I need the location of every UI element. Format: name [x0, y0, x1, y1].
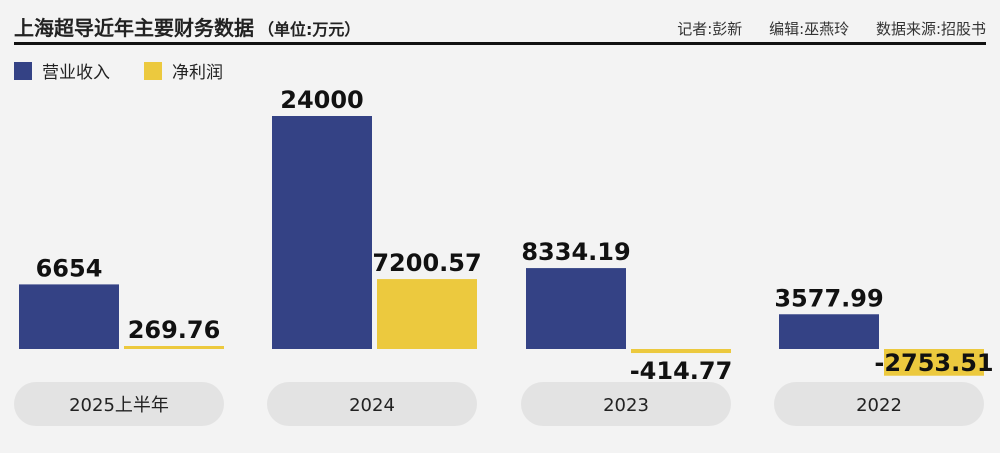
- legend-swatch-profit: [144, 61, 162, 80]
- legend-item-profit: 净利润: [144, 58, 223, 83]
- chart-header: 上海超导近年主要财务数据 （单位:万元） 记者:彭新 编辑:巫燕玲 数据来源:招股…: [0, 0, 1000, 45]
- category-pill-3: [774, 382, 984, 426]
- category-pill-0: [14, 382, 224, 426]
- data-label-profit-2: -414.77: [630, 357, 733, 385]
- bar-profit-2: [631, 349, 731, 354]
- source-credit: 数据来源:招股书: [875, 20, 986, 38]
- data-label-profit-1: 7200.57: [372, 249, 481, 277]
- bar-revenue-1: [272, 116, 372, 349]
- bar-profit-0: [124, 346, 224, 349]
- chart-title-text: 上海超导近年主要财务数据: [14, 16, 254, 40]
- legend-label-revenue: 营业收入: [42, 63, 110, 83]
- title-rule: [14, 42, 986, 45]
- bar-profit-3: [884, 349, 984, 376]
- bar-revenue-2: [526, 268, 626, 349]
- bar-revenue-0: [19, 284, 119, 349]
- data-label-revenue-2: 8334.19: [521, 238, 630, 266]
- reporter-credit: 记者:彭新: [677, 20, 743, 38]
- credits: 记者:彭新 编辑:巫燕玲 数据来源:招股书: [655, 18, 986, 39]
- bar-revenue-3: [779, 314, 879, 349]
- bar-profit-1: [377, 279, 477, 349]
- legend: 营业收入 净利润: [14, 58, 257, 83]
- legend-swatch-revenue: [14, 61, 32, 80]
- category-label-0: 2025上半年: [69, 395, 169, 416]
- data-label-revenue-3: 3577.99: [774, 284, 883, 312]
- legend-label-profit: 净利润: [172, 63, 223, 83]
- data-label-revenue-0: 6654: [36, 254, 103, 282]
- category-label-1: 2024: [349, 395, 395, 416]
- category-label-3: 2022: [856, 395, 902, 416]
- data-label-profit-3: -2753.51: [874, 349, 993, 377]
- category-pill-1: [267, 382, 477, 426]
- unit-label: （单位:万元）: [258, 20, 361, 39]
- category-pill-2: [521, 382, 731, 426]
- data-label-revenue-1: 24000: [280, 86, 364, 114]
- chart-title: 上海超导近年主要财务数据 （单位:万元）: [14, 12, 360, 41]
- editor-credit: 编辑:巫燕玲: [769, 20, 850, 38]
- data-label-profit-0: 269.76: [128, 316, 221, 344]
- category-label-2: 2023: [603, 395, 649, 416]
- legend-item-revenue: 营业收入: [14, 58, 110, 83]
